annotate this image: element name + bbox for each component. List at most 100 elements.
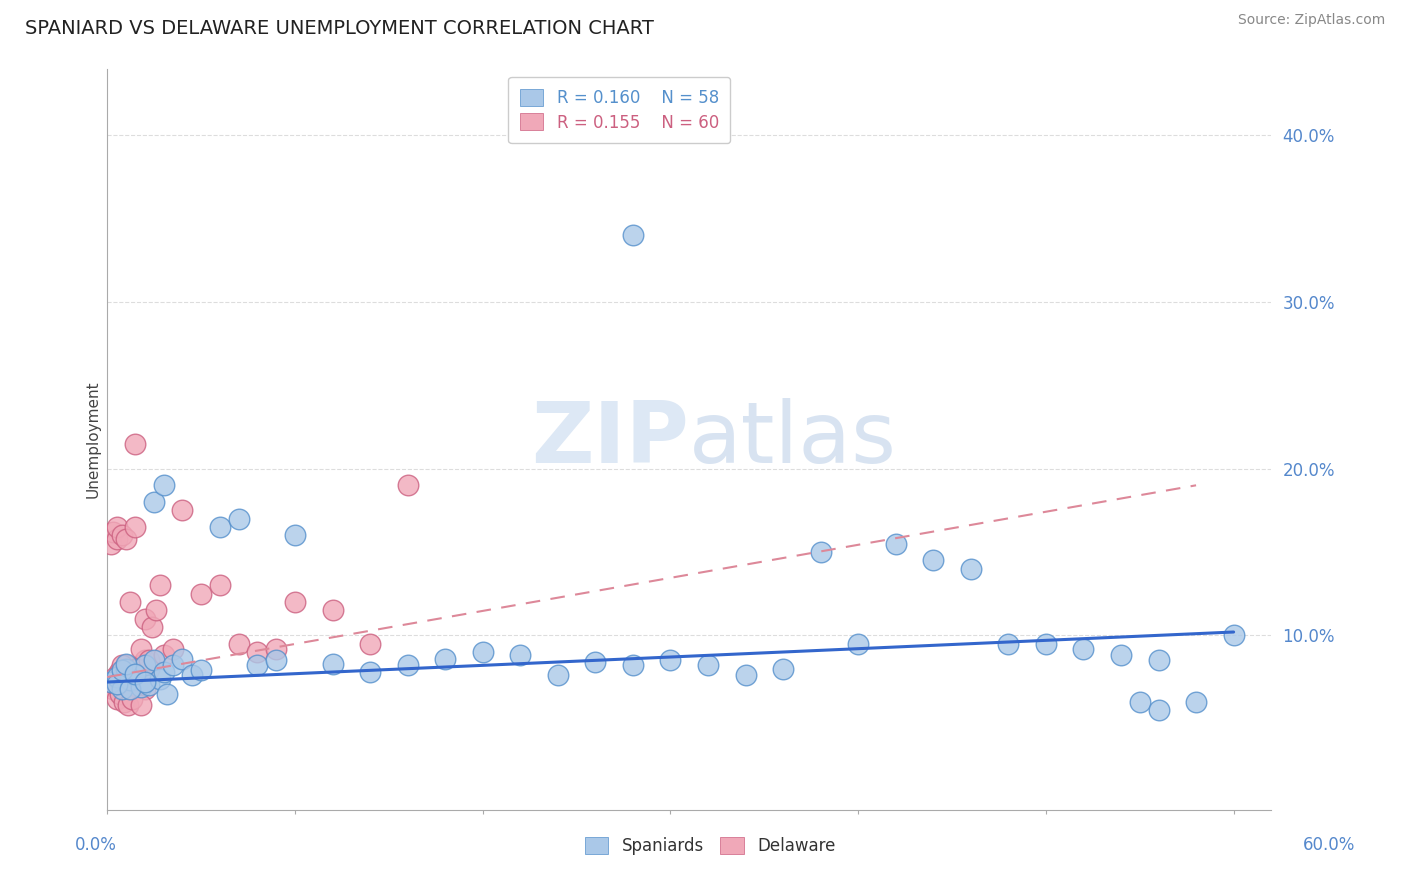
Point	[152, 478, 174, 492]
Point	[100, 536, 122, 550]
Point	[105, 670, 128, 684]
Point	[959, 562, 981, 576]
Point	[180, 668, 202, 682]
Point	[190, 587, 212, 601]
Point	[129, 680, 152, 694]
Point	[152, 648, 174, 663]
Text: atlas: atlas	[689, 398, 897, 481]
Point	[359, 665, 381, 679]
Point	[145, 603, 167, 617]
Point	[111, 670, 134, 684]
Point	[122, 670, 145, 684]
Point	[621, 658, 644, 673]
Point	[134, 658, 156, 673]
Point	[111, 528, 134, 542]
Text: ZIP: ZIP	[531, 398, 689, 481]
Point	[134, 612, 156, 626]
Point	[100, 675, 122, 690]
Point	[117, 698, 139, 713]
Point	[1222, 628, 1244, 642]
Text: 0.0%: 0.0%	[75, 836, 117, 854]
Point	[112, 695, 135, 709]
Point	[1129, 695, 1152, 709]
Point	[134, 675, 156, 690]
Point	[105, 532, 128, 546]
Point	[697, 658, 720, 673]
Point	[105, 520, 128, 534]
Point	[107, 681, 129, 696]
Point	[846, 637, 869, 651]
Point	[127, 668, 149, 682]
Point	[132, 668, 155, 682]
Point	[359, 637, 381, 651]
Point	[104, 670, 127, 684]
Point	[997, 637, 1019, 651]
Point	[264, 653, 287, 667]
Point	[118, 673, 141, 688]
Point	[115, 658, 138, 673]
Text: Source: ZipAtlas.com: Source: ZipAtlas.com	[1237, 12, 1385, 27]
Point	[129, 641, 152, 656]
Point	[112, 662, 135, 676]
Point	[1035, 637, 1057, 651]
Point	[124, 666, 146, 681]
Point	[1073, 641, 1095, 656]
Point	[246, 645, 269, 659]
Point	[111, 664, 134, 678]
Point	[115, 670, 138, 684]
Point	[115, 662, 138, 676]
Point	[124, 668, 146, 682]
Point	[124, 662, 146, 676]
Point	[124, 436, 146, 450]
Point	[1147, 703, 1170, 717]
Point	[190, 664, 212, 678]
Point	[118, 595, 141, 609]
Point	[127, 662, 149, 676]
Point	[162, 658, 184, 673]
Point	[208, 520, 231, 534]
Legend: Spaniards, Delaware: Spaniards, Delaware	[578, 830, 842, 862]
Point	[134, 653, 156, 667]
Point	[172, 651, 194, 665]
Point	[111, 681, 134, 696]
Point	[172, 503, 194, 517]
Point	[156, 687, 179, 701]
Point	[583, 655, 606, 669]
Point	[121, 681, 143, 696]
Point	[396, 478, 419, 492]
Point	[134, 681, 156, 696]
Point	[129, 658, 152, 673]
Text: SPANIARD VS DELAWARE UNEMPLOYMENT CORRELATION CHART: SPANIARD VS DELAWARE UNEMPLOYMENT CORREL…	[25, 19, 654, 38]
Point	[734, 668, 756, 682]
Point	[228, 511, 250, 525]
Point	[228, 637, 250, 651]
Y-axis label: Unemployment: Unemployment	[86, 381, 100, 499]
Point	[143, 495, 166, 509]
Point	[121, 691, 143, 706]
Point	[138, 678, 160, 692]
Point	[118, 681, 141, 696]
Point	[138, 653, 160, 667]
Point	[138, 662, 160, 676]
Text: 60.0%: 60.0%	[1302, 836, 1355, 854]
Point	[621, 228, 644, 243]
Point	[208, 578, 231, 592]
Point	[1147, 653, 1170, 667]
Point	[264, 641, 287, 656]
Point	[162, 641, 184, 656]
Point	[122, 670, 145, 684]
Point	[141, 620, 163, 634]
Point	[246, 658, 269, 673]
Point	[115, 657, 138, 671]
Point	[284, 528, 307, 542]
Point	[396, 658, 419, 673]
Point	[101, 681, 124, 696]
Point	[100, 675, 122, 690]
Point	[922, 553, 945, 567]
Point	[110, 675, 132, 690]
Point	[509, 648, 531, 663]
Point	[284, 595, 307, 609]
Point	[149, 672, 172, 686]
Legend: R = 0.160    N = 58, R = 0.155    N = 60: R = 0.160 N = 58, R = 0.155 N = 60	[508, 77, 731, 144]
Point	[321, 657, 343, 671]
